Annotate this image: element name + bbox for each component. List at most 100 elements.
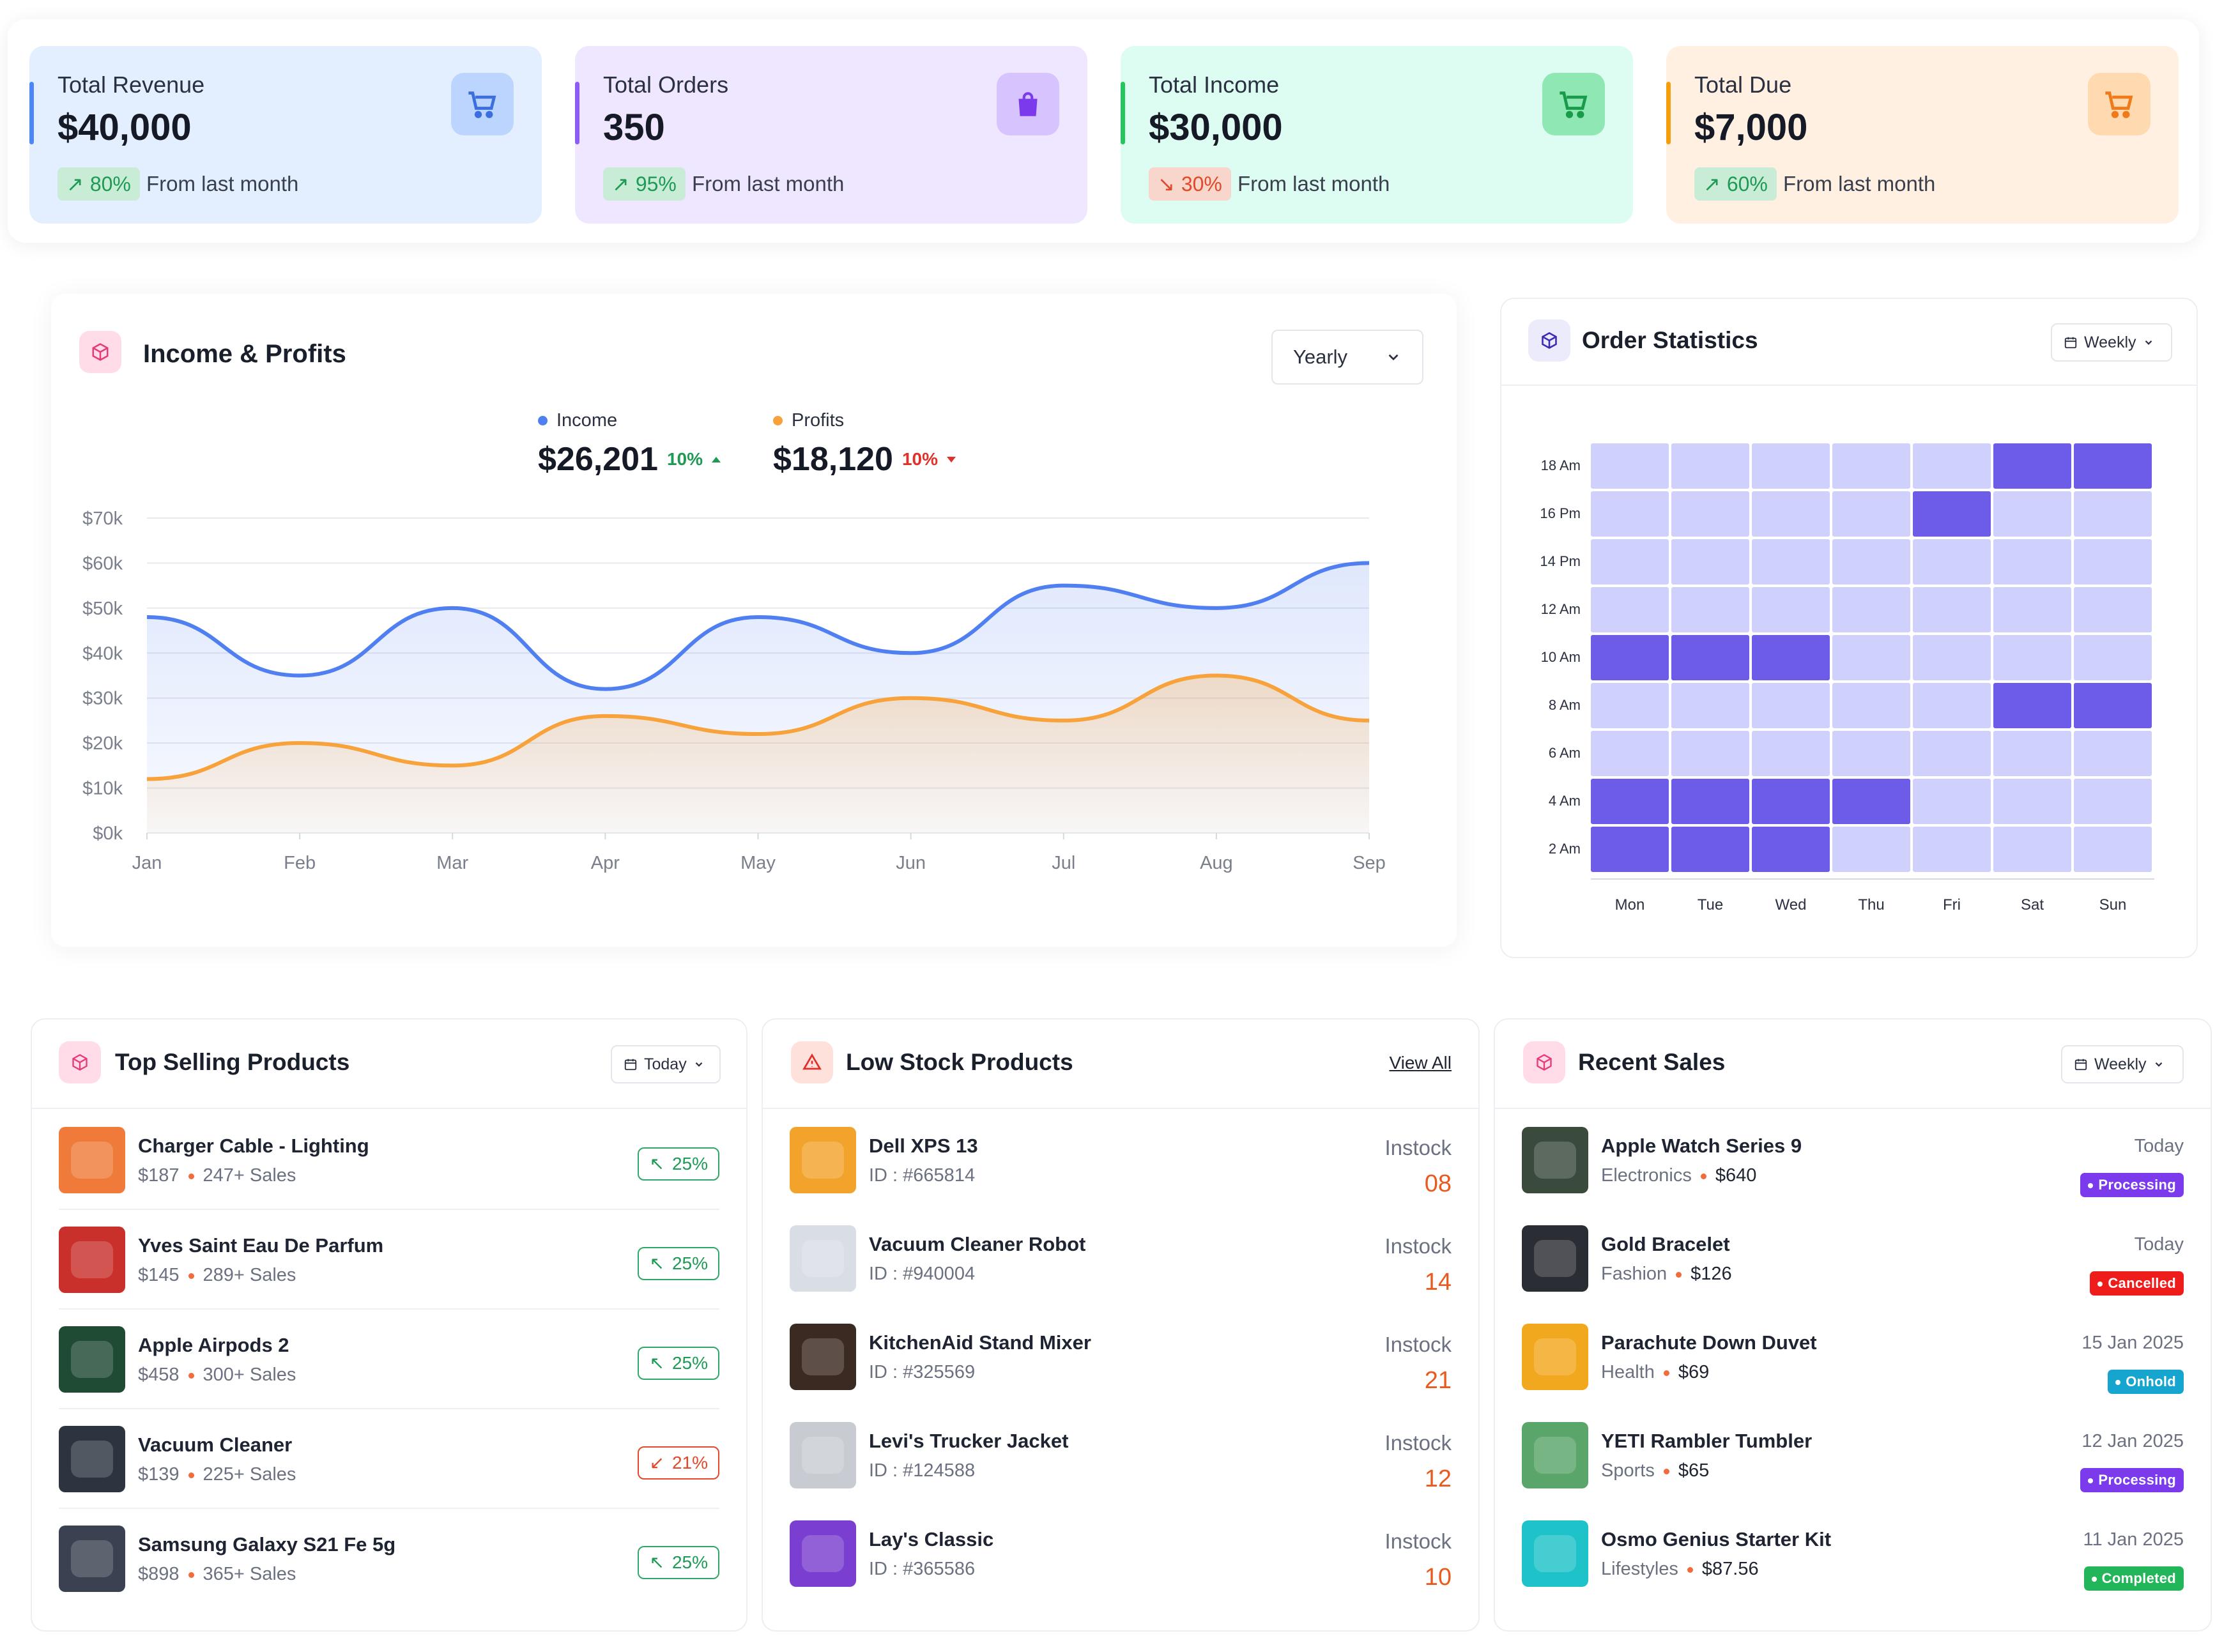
heatmap-cell[interactable] <box>2074 539 2152 585</box>
heatmap-cell[interactable] <box>1913 539 1991 585</box>
status-badge: Processing <box>2080 1468 2184 1492</box>
day-label: Mon <box>1614 896 1645 914</box>
heatmap-cell[interactable] <box>1671 443 1749 489</box>
heatmap-cell[interactable] <box>1913 731 1991 776</box>
heatmap-cell[interactable] <box>1913 491 1991 537</box>
heatmap-cell[interactable] <box>1671 635 1749 680</box>
heatmap-cell[interactable] <box>2074 491 2152 537</box>
heatmap-cell[interactable] <box>2074 587 2152 632</box>
heatmap-cell[interactable] <box>1993 491 2071 537</box>
heatmap-cell[interactable] <box>1832 635 1910 680</box>
heatmap-cell[interactable] <box>1671 827 1749 872</box>
product-row[interactable]: Vacuum Cleaner $139 225+ Sales ↙ 21% <box>59 1409 719 1509</box>
heatmap-cell[interactable] <box>1832 779 1910 824</box>
thumb-shade <box>70 1440 114 1478</box>
thumb-shade <box>70 1540 114 1578</box>
arrow-down-left-icon: ↙ <box>649 1453 664 1472</box>
product-name: Levi's Trucker Jacket <box>869 1430 1069 1452</box>
low-stock-row[interactable]: Lay's Classic ID : #365586 Instock 10 <box>790 1504 1452 1603</box>
heatmap-cell[interactable] <box>1591 827 1669 872</box>
heatmap-cell[interactable] <box>1671 683 1749 728</box>
weekly-dropdown[interactable]: Weekly <box>2051 323 2172 362</box>
top-selling-title: Top Selling Products <box>115 1049 350 1075</box>
heatmap-cell[interactable] <box>1591 539 1669 585</box>
heatmap-cell[interactable] <box>2074 827 2152 872</box>
heatmap-cell[interactable] <box>1832 587 1910 632</box>
heatmap-cell[interactable] <box>1591 587 1669 632</box>
heatmap-cell[interactable] <box>1591 491 1669 537</box>
sale-row[interactable]: Apple Watch Series 9 Electronics $640 Today… <box>1522 1110 2184 1210</box>
sale-row[interactable]: Parachute Down Duvet Health $69 15 Jan 2025… <box>1522 1307 2184 1407</box>
heatmap-cell[interactable] <box>1913 635 1991 680</box>
heatmap-cell[interactable] <box>1993 443 2071 489</box>
heatmap-cell[interactable] <box>2074 731 2152 776</box>
heatmap-cell[interactable] <box>1832 539 1910 585</box>
heatmap-cell[interactable] <box>1752 731 1830 776</box>
heatmap-cell[interactable] <box>2074 683 2152 728</box>
heatmap-cell[interactable] <box>1832 827 1910 872</box>
view-all-link[interactable]: View All <box>1389 1053 1452 1073</box>
weekly-dropdown-label: Weekly <box>2094 1055 2147 1073</box>
product-row[interactable]: Charger Cable - Lighting $187 247+ Sales ↖ 2… <box>59 1110 719 1210</box>
heatmap-cell[interactable] <box>1752 539 1830 585</box>
product-row[interactable]: Yves Saint Eau De Parfum $145 289+ Sales ↖ 2… <box>59 1210 719 1310</box>
heatmap-cell[interactable] <box>1832 683 1910 728</box>
time-label: 4 Am <box>1548 793 1581 809</box>
time-label: 16 Pm <box>1540 505 1581 521</box>
time-label: 2 Am <box>1548 841 1581 857</box>
heatmap-cell[interactable] <box>1591 731 1669 776</box>
product-name: KitchenAid Stand Mixer <box>869 1331 1091 1354</box>
heatmap-cell[interactable] <box>1993 827 2071 872</box>
heatmap-cell[interactable] <box>1671 587 1749 632</box>
product-row[interactable]: Apple Airpods 2 $458 300+ Sales ↖ 25% <box>59 1310 719 1409</box>
heatmap-cell[interactable] <box>1671 491 1749 537</box>
heatmap-cell[interactable] <box>1752 587 1830 632</box>
sale-row[interactable]: Osmo Genius Starter Kit Lifestyles $87.56 1… <box>1522 1504 2184 1603</box>
cube-icon <box>1528 319 1570 362</box>
heatmap-cell[interactable] <box>1591 683 1669 728</box>
heatmap-cell[interactable] <box>1913 443 1991 489</box>
today-dropdown[interactable]: Today <box>611 1045 721 1083</box>
heatmap-cell[interactable] <box>1752 491 1830 537</box>
heatmap-cell[interactable] <box>1993 683 2071 728</box>
sale-row[interactable]: YETI Rambler Tumbler Sports $65 12 Jan 2025… <box>1522 1405 2184 1505</box>
low-stock-row[interactable]: KitchenAid Stand Mixer ID : #325569 Instoc… <box>790 1307 1452 1407</box>
heatmap-cell[interactable] <box>1752 827 1830 872</box>
heatmap-cell[interactable] <box>1913 779 1991 824</box>
heatmap-cell[interactable] <box>1752 635 1830 680</box>
weekly-dropdown[interactable]: Weekly <box>2061 1045 2184 1083</box>
product-row[interactable]: Samsung Galaxy S21 Fe 5g $898 365+ Sales ↖ 2… <box>59 1509 719 1609</box>
heatmap-cell[interactable] <box>1832 443 1910 489</box>
stat-value: $7,000 <box>1694 107 1808 148</box>
product-name: Apple Airpods 2 <box>138 1334 289 1356</box>
heatmap-cell[interactable] <box>1591 635 1669 680</box>
heatmap-cell[interactable] <box>1993 731 2071 776</box>
low-stock-row[interactable]: Vacuum Cleaner Robot ID : #940004 Instock 1… <box>790 1209 1452 1308</box>
low-stock-row[interactable]: Dell XPS 13 ID : #665814 Instock 08 <box>790 1110 1452 1210</box>
heatmap-cell[interactable] <box>2074 443 2152 489</box>
heatmap-cell[interactable] <box>1832 491 1910 537</box>
heatmap-cell[interactable] <box>2074 779 2152 824</box>
low-stock-row[interactable]: Levi's Trucker Jacket ID : #124588 Instock… <box>790 1405 1452 1505</box>
heatmap-cell[interactable] <box>1591 443 1669 489</box>
heatmap-cell[interactable] <box>1993 587 2071 632</box>
heatmap-cell[interactable] <box>1671 731 1749 776</box>
heatmap-cell[interactable] <box>1993 635 2071 680</box>
heatmap-cell[interactable] <box>2074 635 2152 680</box>
heatmap-cell[interactable] <box>1913 683 1991 728</box>
series-area-profits <box>147 675 1369 833</box>
sale-row[interactable]: Gold Bracelet Fashion $126 Today Cancelled <box>1522 1209 2184 1308</box>
heatmap-cell[interactable] <box>1671 779 1749 824</box>
heatmap-cell[interactable] <box>1913 587 1991 632</box>
chevron-down-icon <box>2155 1062 2162 1067</box>
heatmap-cell[interactable] <box>1993 779 2071 824</box>
heatmap-cell[interactable] <box>1913 827 1991 872</box>
heatmap-cell[interactable] <box>1671 539 1749 585</box>
heatmap-cell[interactable] <box>1752 779 1830 824</box>
heatmap-cell[interactable] <box>1832 731 1910 776</box>
heatmap-cell[interactable] <box>1993 539 2071 585</box>
period-dropdown[interactable]: Yearly <box>1271 330 1423 385</box>
heatmap-cell[interactable] <box>1591 779 1669 824</box>
heatmap-cell[interactable] <box>1752 443 1830 489</box>
heatmap-cell[interactable] <box>1752 683 1830 728</box>
